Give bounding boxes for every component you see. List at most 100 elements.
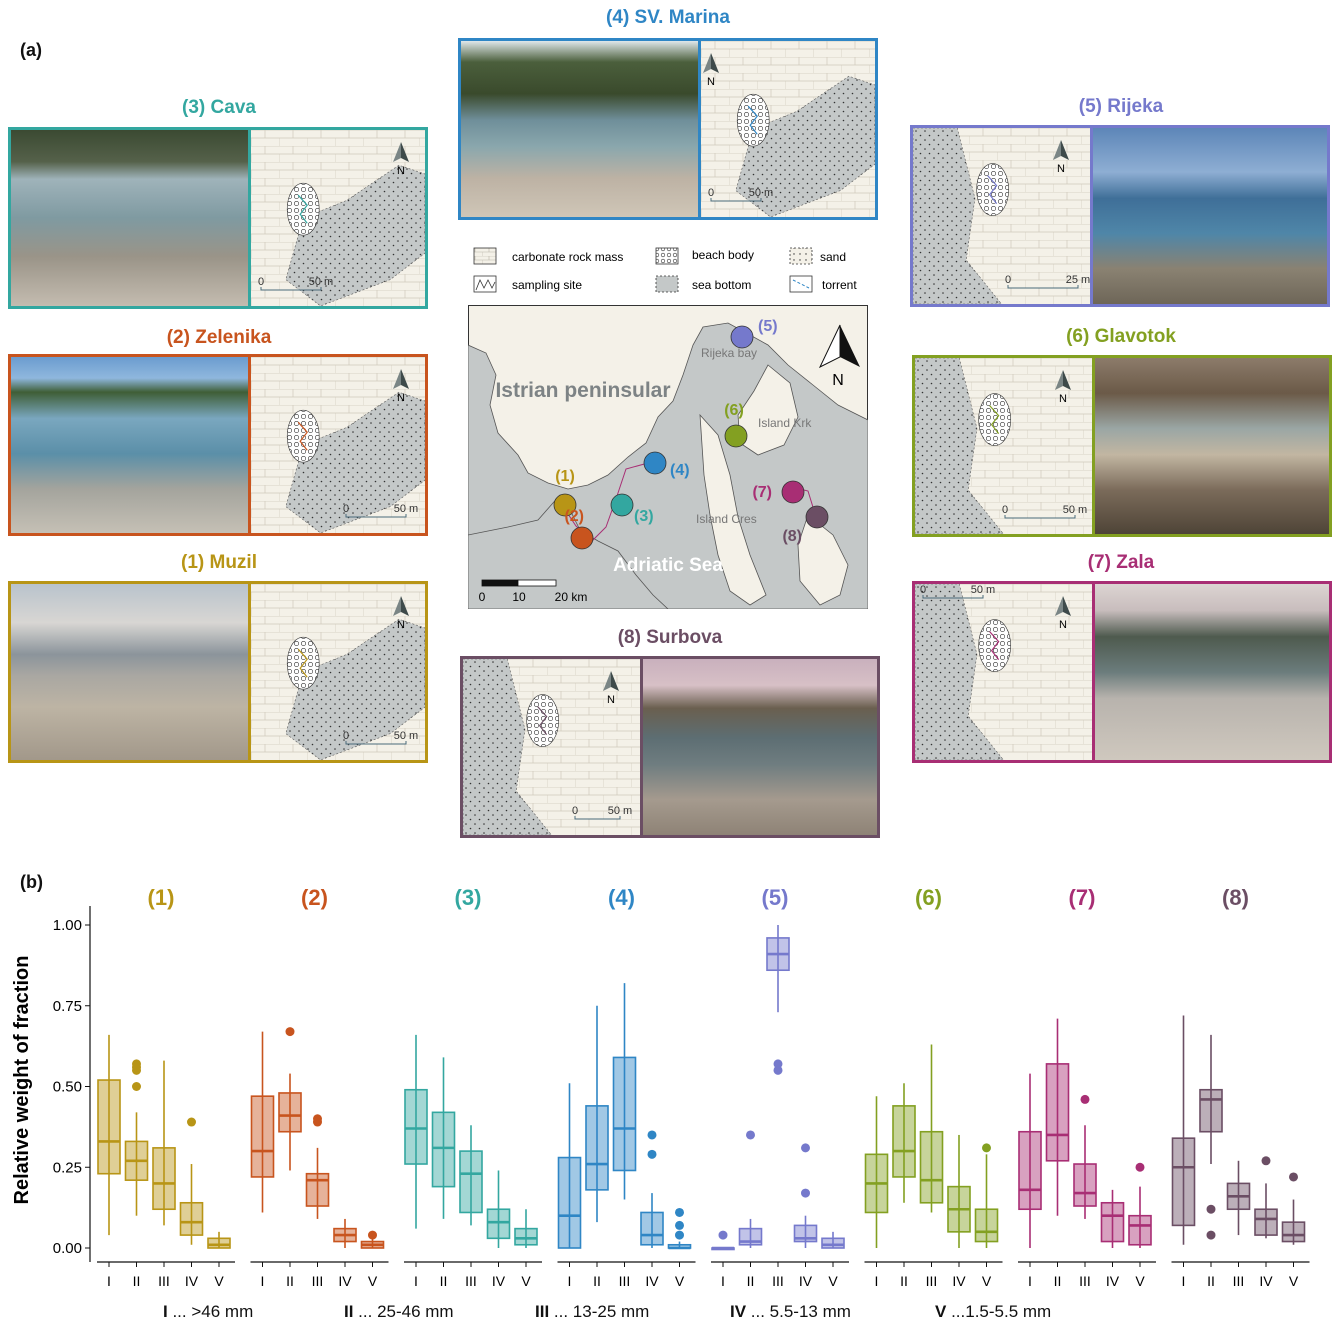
x-tick-label: V [214,1273,224,1289]
site-map-beach [286,636,320,690]
overview-marker-label-1: (1) [555,468,575,485]
scale-bar [345,514,407,518]
overview-marker-3 [610,493,634,517]
overview-north-arrow-icon [840,325,860,367]
box-outlier [132,1082,141,1091]
site-panel-surbova: N 0 50 m [460,656,880,838]
site-map-sea [915,358,1004,534]
facet-title: (1) [148,885,175,910]
scale-bar-length: 50 m [749,187,773,199]
size-class-II: II ... 25-46 mm [344,1302,454,1321]
box-iqr [1281,1221,1306,1243]
x-tick-label: IV [799,1273,813,1289]
y-tick-label: 1.00 [53,917,82,934]
box-iqr [640,1211,664,1246]
facet-title: (8) [1222,885,1249,910]
x-tick-label: II [593,1273,601,1289]
scale-bar-zero: 0 [572,805,578,817]
divider [640,659,643,835]
north-arrow-icon-half [393,369,401,389]
scale-bar [574,816,621,820]
facet-8: (8)I II III IV V [1171,885,1310,1289]
overview-marker-1 [553,493,577,517]
x-tick-label: V [675,1273,685,1289]
site-map-surbova: N 0 50 m [463,659,640,835]
site-photo-marina [461,41,698,217]
site-map-sea [285,391,425,533]
box-outlier [801,1143,810,1153]
box-outlier [675,1207,684,1217]
overview-island-cres [699,413,767,606]
site-map-sea [735,75,875,217]
site-map-sampling-line [989,405,1000,434]
facet-title: (5) [762,885,789,910]
north-label: N [1059,393,1067,405]
facet-6: (6)I II III IV V [864,885,1003,1289]
site-map-svg: N 0 50 m [701,41,875,217]
x-tick-label: II [1207,1273,1215,1289]
site-photo-muzil [11,584,248,760]
north-arrow-icon [1063,370,1071,390]
site-photo-surbova [643,659,877,835]
x-tick-label: V [1135,1273,1145,1289]
x-tick-label: III [1079,1273,1091,1289]
north-arrow-icon [611,671,619,691]
x-tick-label: III [1233,1273,1245,1289]
legend-swatch-rock [473,247,497,265]
scale-bar-length: 50 m [309,276,333,288]
north-arrow-icon [401,369,409,389]
x-tick-label: I [261,1273,265,1289]
site-map-sea [913,128,1002,304]
box-iqr [152,1147,176,1211]
site-map-rijeka: N 0 25 m [913,128,1090,304]
box-iqr [821,1237,845,1249]
north-arrow-icon-half [603,671,611,691]
x-tick-label: IV [1106,1273,1120,1289]
scale-bar-length: 50 m [394,730,418,742]
scale-bar [1004,515,1076,519]
box-iqr [1073,1163,1097,1207]
x-tick-label: V [368,1273,378,1289]
box-iqr [585,1105,609,1191]
size-class-V: V ...1.5-5.5 mm [935,1302,1052,1321]
overview-marker-5 [730,325,754,349]
site-panel-marina: N 0 50 m [458,38,878,220]
site-photo-zala [1095,584,1329,760]
site-map-marina: N 0 50 m [701,41,875,217]
x-tick-label: III [772,1273,784,1289]
site-map-sampling-line [537,706,548,735]
x-tick-label: II [286,1273,294,1289]
facet-title: (2) [301,885,328,910]
divider [698,41,701,217]
site-map-sea [285,164,425,306]
north-arrow-icon-half [1053,140,1061,160]
box-iqr [1199,1088,1223,1133]
x-tick-label: III [926,1273,938,1289]
legend-swatch-torrent [789,275,813,293]
facet-7: (7)I II III IV V [1018,885,1156,1289]
box-outlier [982,1143,991,1153]
box-outlier [285,1027,295,1037]
chart-axes: 0.00 0.25 0.50 0.75 1.00 [53,906,91,1262]
facet-title: (4) [608,885,635,910]
box-iqr [1254,1208,1278,1236]
size-class-III: III ... 13-25 mm [535,1302,650,1321]
site-title-cava: (3) Cava [182,97,256,118]
facet-3: (3)I II III IV V [404,885,542,1289]
map-legend: carbonate rock mass beach body sand samp… [473,247,857,293]
box-outlier [1080,1094,1090,1104]
size-class-footnote: I ... >46 mm II ... 25-46 mm III ... 13-… [0,1302,1335,1326]
overview-marker-6 [724,424,748,448]
box-iqr [97,1079,121,1175]
site-map-sampling-line [747,105,758,135]
site-map-svg: N 0 50 m [251,357,425,533]
overview-marker-label-8: (8) [782,528,802,545]
box-iqr [514,1227,538,1246]
overview-scale-tick-10: 10 [512,590,526,604]
divider [1092,584,1095,760]
scale-bar [710,198,762,202]
overview-label-krk: Island Krk [758,416,812,430]
box-iqr [919,1130,944,1204]
overview-marker-label-2: (2) [564,508,584,525]
box-iqr [612,1056,637,1172]
